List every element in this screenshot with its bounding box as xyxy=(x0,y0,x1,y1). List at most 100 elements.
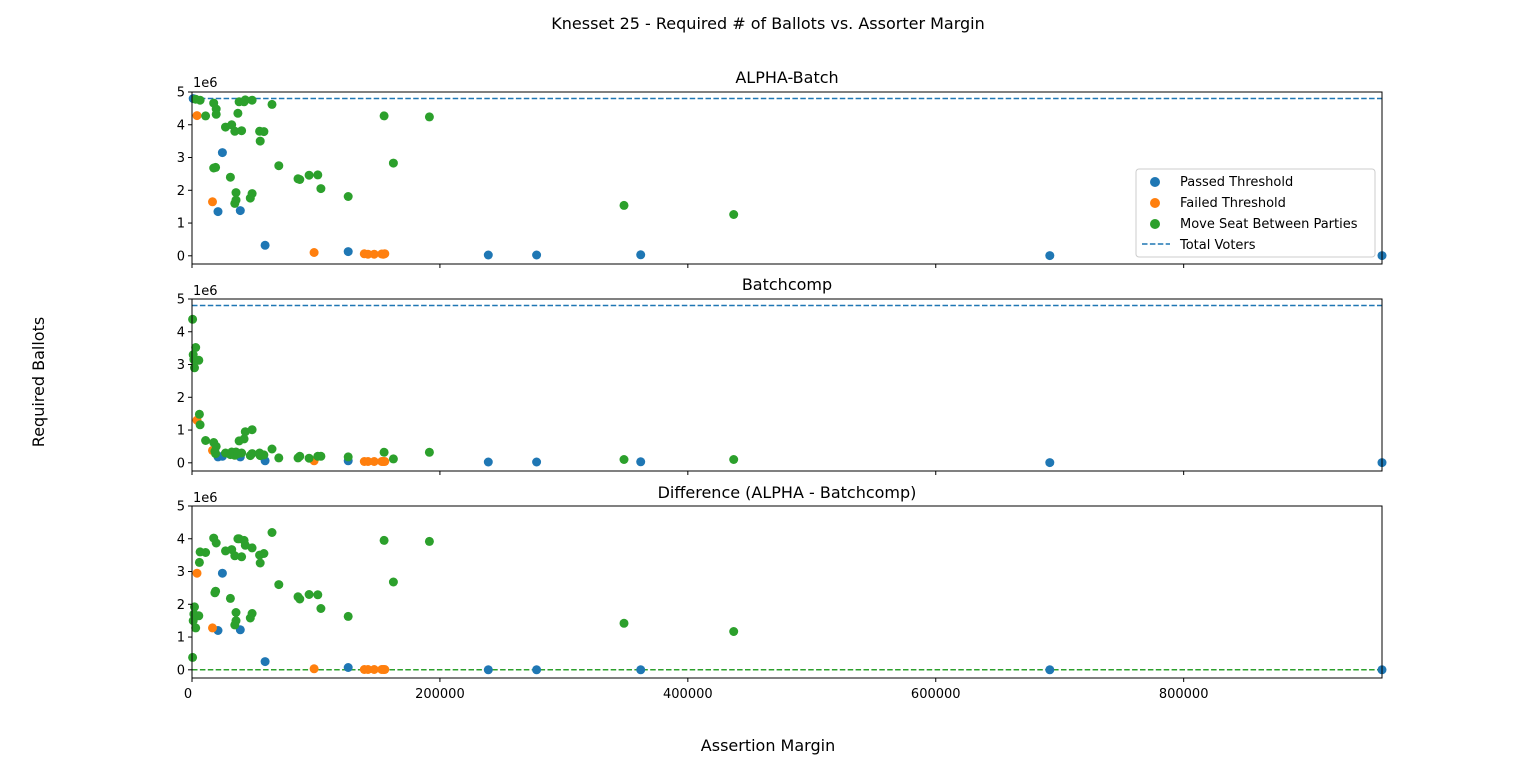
point-move-seat-between-parties xyxy=(231,188,241,198)
point-move-seat-between-parties xyxy=(259,549,269,558)
point-move-seat-between-parties xyxy=(274,580,284,590)
point-move-seat-between-parties xyxy=(255,558,265,568)
point-move-seat-between-parties xyxy=(230,126,240,136)
point-move-seat-between-parties xyxy=(304,590,314,599)
y-tick-label: 0 xyxy=(177,456,185,471)
point-failed-threshold xyxy=(363,665,373,674)
point-move-seat-between-parties xyxy=(343,611,353,621)
legend-box xyxy=(1135,168,1376,258)
point-passed-threshold xyxy=(532,457,542,467)
point-move-seat-between-parties xyxy=(729,627,739,636)
point-failed-threshold xyxy=(369,665,379,674)
axes-frame xyxy=(191,505,1383,679)
point-move-seat-between-parties xyxy=(188,652,198,662)
offset-label: 1e6 xyxy=(193,76,218,91)
point-failed-threshold xyxy=(369,249,379,259)
point-failed-threshold xyxy=(208,197,217,207)
legend-label-total-voters: Total Voters xyxy=(1179,238,1256,253)
point-move-seat-between-parties xyxy=(211,449,221,459)
point-failed-threshold xyxy=(363,457,373,466)
plot-area: 0 1 2 3 4 5 xyxy=(177,293,1387,475)
point-failed-threshold xyxy=(208,623,217,633)
point-move-seat-between-parties xyxy=(255,136,265,146)
point-passed-threshold xyxy=(235,206,245,216)
offset-label: 1e6 xyxy=(193,491,218,506)
point-passed-threshold xyxy=(1045,458,1055,468)
point-passed-threshold xyxy=(1045,665,1055,675)
point-failed-threshold xyxy=(309,248,319,257)
point-move-seat-between-parties xyxy=(304,170,314,180)
point-move-seat-between-parties xyxy=(237,126,247,136)
offset-label: 1e6 xyxy=(193,284,218,299)
point-failed-threshold xyxy=(380,249,390,259)
point-move-seat-between-parties xyxy=(316,604,326,613)
point-move-seat-between-parties xyxy=(225,593,235,603)
y-tick-label: 1 xyxy=(177,217,185,232)
point-move-seat-between-parties xyxy=(211,538,221,548)
point-failed-threshold xyxy=(380,457,390,466)
point-move-seat-between-parties xyxy=(729,455,739,464)
legend-marker-failed xyxy=(1150,198,1160,208)
point-passed-threshold xyxy=(532,665,542,675)
point-move-seat-between-parties xyxy=(274,453,284,463)
point-move-seat-between-parties xyxy=(194,611,204,621)
point-move-seat-between-parties xyxy=(237,448,247,458)
point-move-seat-between-parties xyxy=(619,618,629,628)
point-move-seat-between-parties xyxy=(231,616,241,626)
panel-title: ALPHA-Batch xyxy=(735,68,838,87)
point-move-seat-between-parties xyxy=(247,425,257,435)
point-move-seat-between-parties xyxy=(316,184,326,194)
point-move-seat-between-parties xyxy=(233,108,243,118)
point-move-seat-between-parties xyxy=(240,427,250,437)
panel-batchcomp: Batchcomp 1e6 0 1 2 3 4 5 xyxy=(177,275,1387,475)
point-move-seat-between-parties xyxy=(211,162,221,172)
legend: Passed Threshold Failed Threshold Move S… xyxy=(1135,168,1376,258)
point-move-seat-between-parties xyxy=(247,189,257,199)
axes-frame xyxy=(191,91,1383,265)
point-passed-threshold xyxy=(483,457,493,467)
point-move-seat-between-parties xyxy=(188,314,198,324)
point-move-seat-between-parties xyxy=(343,192,353,201)
point-passed-threshold xyxy=(532,250,542,260)
x-tick-label: 800000 xyxy=(1159,687,1209,702)
point-move-seat-between-parties xyxy=(195,420,205,430)
point-passed-threshold xyxy=(483,250,493,260)
point-move-seat-between-parties xyxy=(295,594,305,604)
point-passed-threshold xyxy=(483,665,493,675)
y-tick-label: 1 xyxy=(177,424,185,439)
point-move-seat-between-parties xyxy=(194,557,204,567)
plot-area: 0 1 2 3 4 5 xyxy=(177,86,1387,268)
point-move-seat-between-parties xyxy=(201,436,211,445)
x-tick-label: 600000 xyxy=(911,687,961,702)
point-move-seat-between-parties xyxy=(267,528,277,537)
y-tick-label: 4 xyxy=(177,325,185,340)
y-tick-label: 2 xyxy=(177,598,185,613)
point-move-seat-between-parties xyxy=(225,172,235,182)
plot-area: 0 1 2 3 4 5 0 200000 400000 600000 800000 xyxy=(177,500,1387,702)
panel-difference: Difference (ALPHA - Batchcomp) 1e6 0 1 2 3 4… xyxy=(177,483,1387,702)
point-move-seat-between-parties xyxy=(190,602,199,612)
point-move-seat-between-parties xyxy=(295,451,305,461)
x-tick-label: 200000 xyxy=(415,687,465,702)
point-move-seat-between-parties xyxy=(304,453,314,463)
point-passed-threshold xyxy=(1045,251,1055,261)
point-move-seat-between-parties xyxy=(424,447,434,457)
point-passed-threshold xyxy=(217,148,227,158)
point-move-seat-between-parties xyxy=(247,95,257,105)
point-move-seat-between-parties xyxy=(313,170,323,180)
axes-frame xyxy=(191,298,1383,472)
point-failed-threshold xyxy=(309,664,319,674)
point-move-seat-between-parties xyxy=(194,355,204,365)
point-move-seat-between-parties xyxy=(379,111,389,121)
point-move-seat-between-parties xyxy=(619,455,629,464)
y-tick-label: 0 xyxy=(177,249,185,264)
point-passed-threshold xyxy=(343,247,353,257)
point-move-seat-between-parties xyxy=(240,540,250,550)
point-failed-threshold xyxy=(192,568,202,578)
y-tick-label: 0 xyxy=(177,663,185,678)
point-move-seat-between-parties xyxy=(259,127,269,137)
point-move-seat-between-parties xyxy=(729,210,739,219)
y-axis-label: Required Ballots xyxy=(29,317,48,447)
point-move-seat-between-parties xyxy=(388,454,398,464)
y-tick-label: 3 xyxy=(177,151,185,166)
